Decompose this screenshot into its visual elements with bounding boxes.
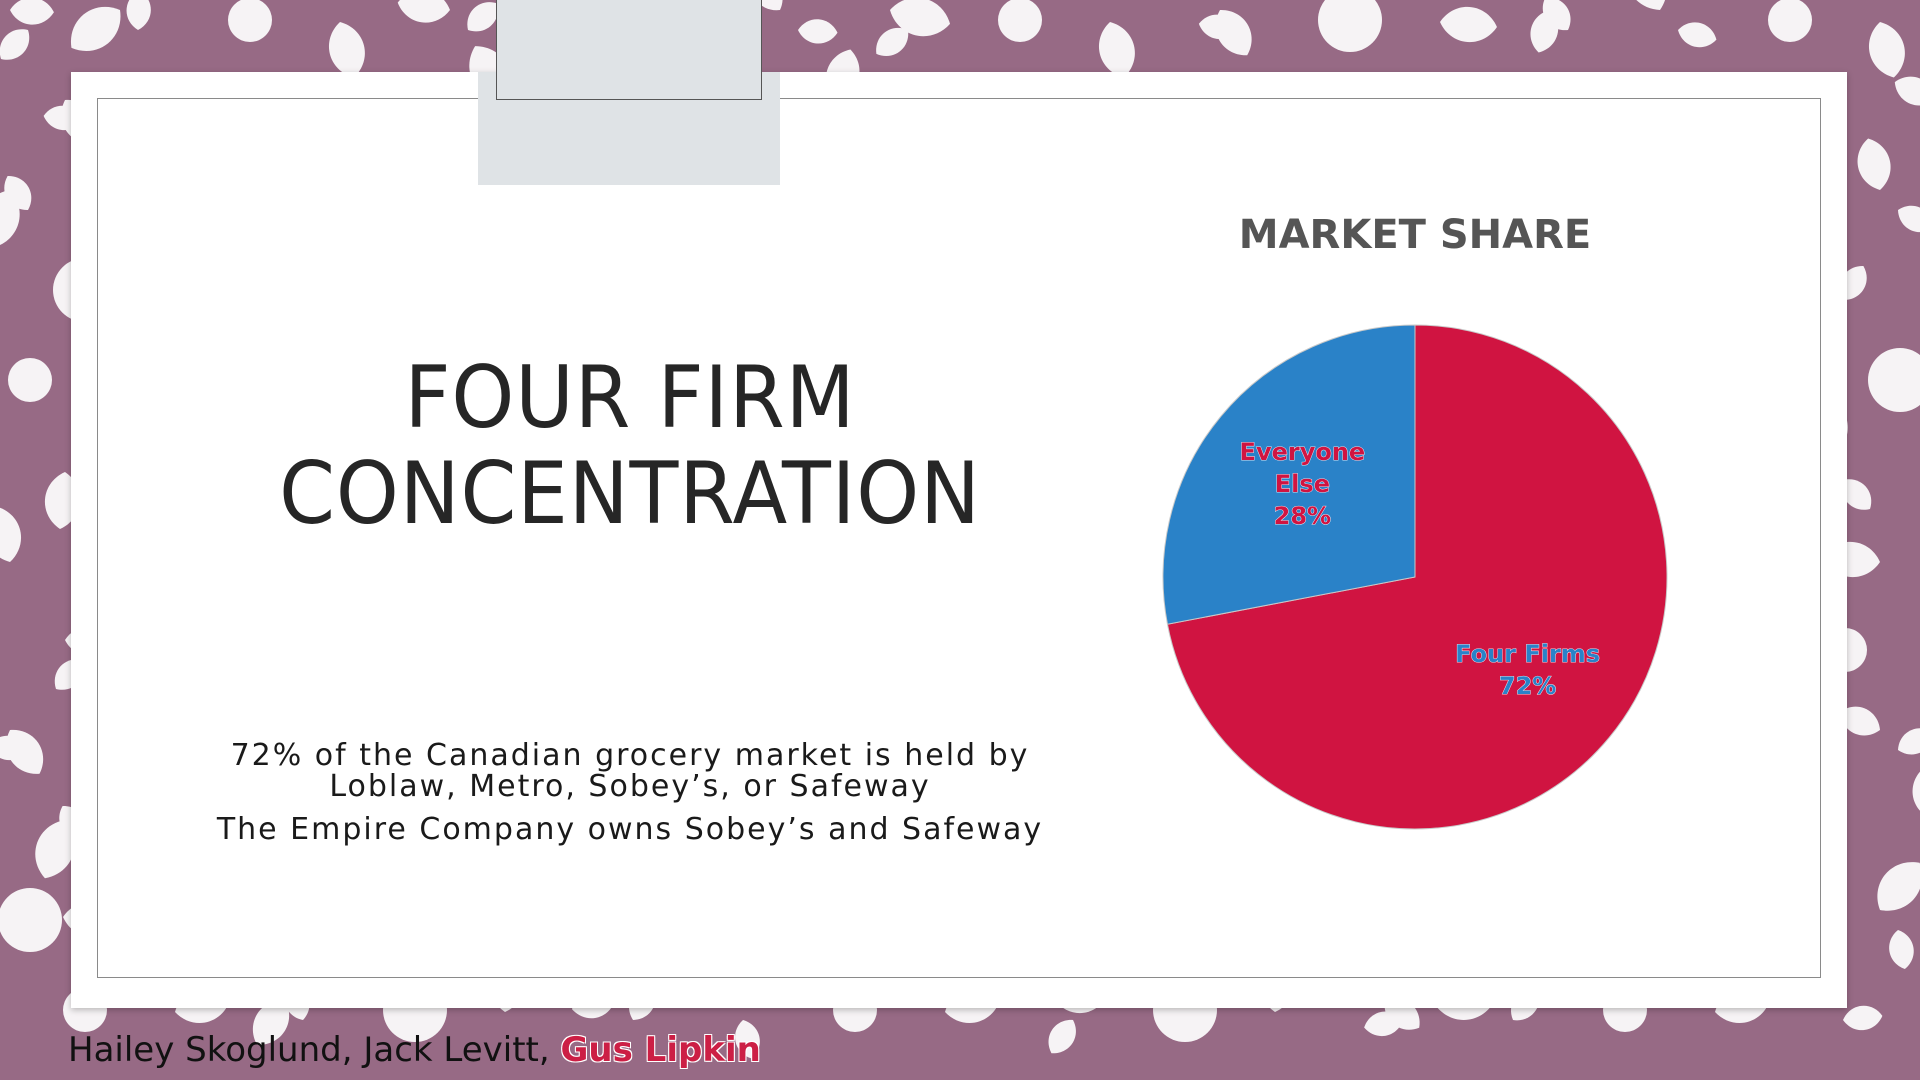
leaf-shape (1098, 22, 1135, 78)
leaf-shape (71, 6, 121, 52)
dot-shape (0, 888, 62, 952)
dot-shape (8, 358, 52, 402)
leaf-shape (735, 1020, 760, 1059)
leaf-shape (1542, 0, 1571, 31)
leaf-shape (126, 0, 151, 30)
body-paragraph-market: 72% of the Canadian grocery market is he… (230, 738, 1030, 804)
leaf-shape (1857, 138, 1891, 190)
dot-shape (998, 0, 1042, 42)
author-credits: Hailey Skoglund, Jack Levitt, Gus Lipkin (68, 1030, 761, 1070)
leaf-shape (1841, 479, 1872, 510)
leaf-shape (397, 0, 450, 23)
author-highlight: Gus Lipkin (560, 1030, 761, 1070)
dot-shape (1768, 0, 1812, 42)
chart-title: MARKET SHARE (1238, 212, 1592, 258)
leaf-shape (1678, 22, 1717, 48)
pie-label-everyone-else: Everyone Else 28% (1240, 438, 1366, 530)
leaf-shape (0, 29, 30, 60)
dot-shape (228, 0, 272, 42)
slide-title: FOUR FIRM CONCENTRATION (198, 350, 1063, 542)
slide-body: 72% of the Canadian grocery market is he… (200, 740, 1060, 857)
leaf-shape (1898, 205, 1920, 233)
leaf-shape (1048, 1019, 1076, 1054)
leaf-shape (1898, 728, 1920, 755)
leaf-shape (1440, 7, 1497, 42)
title-line-1: FOUR FIRM (404, 348, 856, 448)
authors-plain: Hailey Skoglund, Jack Levitt, (68, 1030, 561, 1070)
leaf-shape (1843, 1005, 1883, 1031)
pie-slice-everyone-else (1162, 324, 1416, 625)
leaf-shape (1912, 768, 1920, 820)
leaf-shape (0, 506, 22, 562)
body-paragraph-empire: The Empire Company owns Sobey’s and Safe… (216, 812, 1044, 847)
pie-chart: Four Firms 72% Everyone Else 28% (1162, 324, 1668, 830)
dot-shape (1868, 348, 1920, 412)
title-line-2: CONCENTRATION (279, 444, 981, 544)
leaf-shape (1839, 706, 1880, 736)
leaf-shape (1889, 930, 1914, 969)
market-share-chart: Four Firms 72% Everyone Else 28% MARKET SHAR… (1100, 190, 1730, 850)
leaf-shape (1894, 76, 1920, 106)
leaf-shape (1364, 1011, 1403, 1037)
slide-tab-box (496, 0, 762, 100)
leaf-shape (1868, 22, 1905, 78)
leaf-shape (890, 0, 951, 37)
pie-slice-four-firms (1166, 324, 1668, 830)
leaf-shape (35, 820, 75, 879)
dot-shape (1318, 0, 1382, 52)
leaf-shape (0, 190, 20, 249)
leaf-shape (328, 22, 365, 78)
pie-label-four-firms: Four Firms 72% (1455, 640, 1600, 700)
leaf-shape (4, 176, 32, 211)
leaf-shape (467, 2, 499, 32)
leaf-shape (798, 19, 838, 44)
leaf-shape (0, 735, 28, 761)
leaf-shape (876, 27, 909, 56)
slide-frame (97, 98, 1821, 978)
leaf-shape (1198, 14, 1238, 40)
leaf-shape (1877, 862, 1920, 911)
leaf-shape (10, 0, 54, 25)
leaf-shape (252, 999, 290, 1045)
leaf-shape (1626, 0, 1667, 10)
